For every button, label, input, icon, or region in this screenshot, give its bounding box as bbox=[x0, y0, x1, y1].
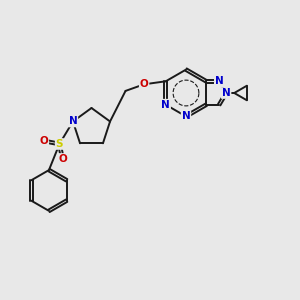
Text: N: N bbox=[182, 111, 190, 122]
Text: N: N bbox=[215, 76, 224, 86]
Text: N: N bbox=[69, 116, 77, 127]
Text: S: S bbox=[56, 139, 63, 149]
Text: N: N bbox=[222, 88, 230, 98]
Text: N: N bbox=[161, 100, 170, 110]
Text: O: O bbox=[58, 154, 67, 164]
Text: O: O bbox=[40, 136, 48, 146]
Text: O: O bbox=[140, 79, 148, 89]
